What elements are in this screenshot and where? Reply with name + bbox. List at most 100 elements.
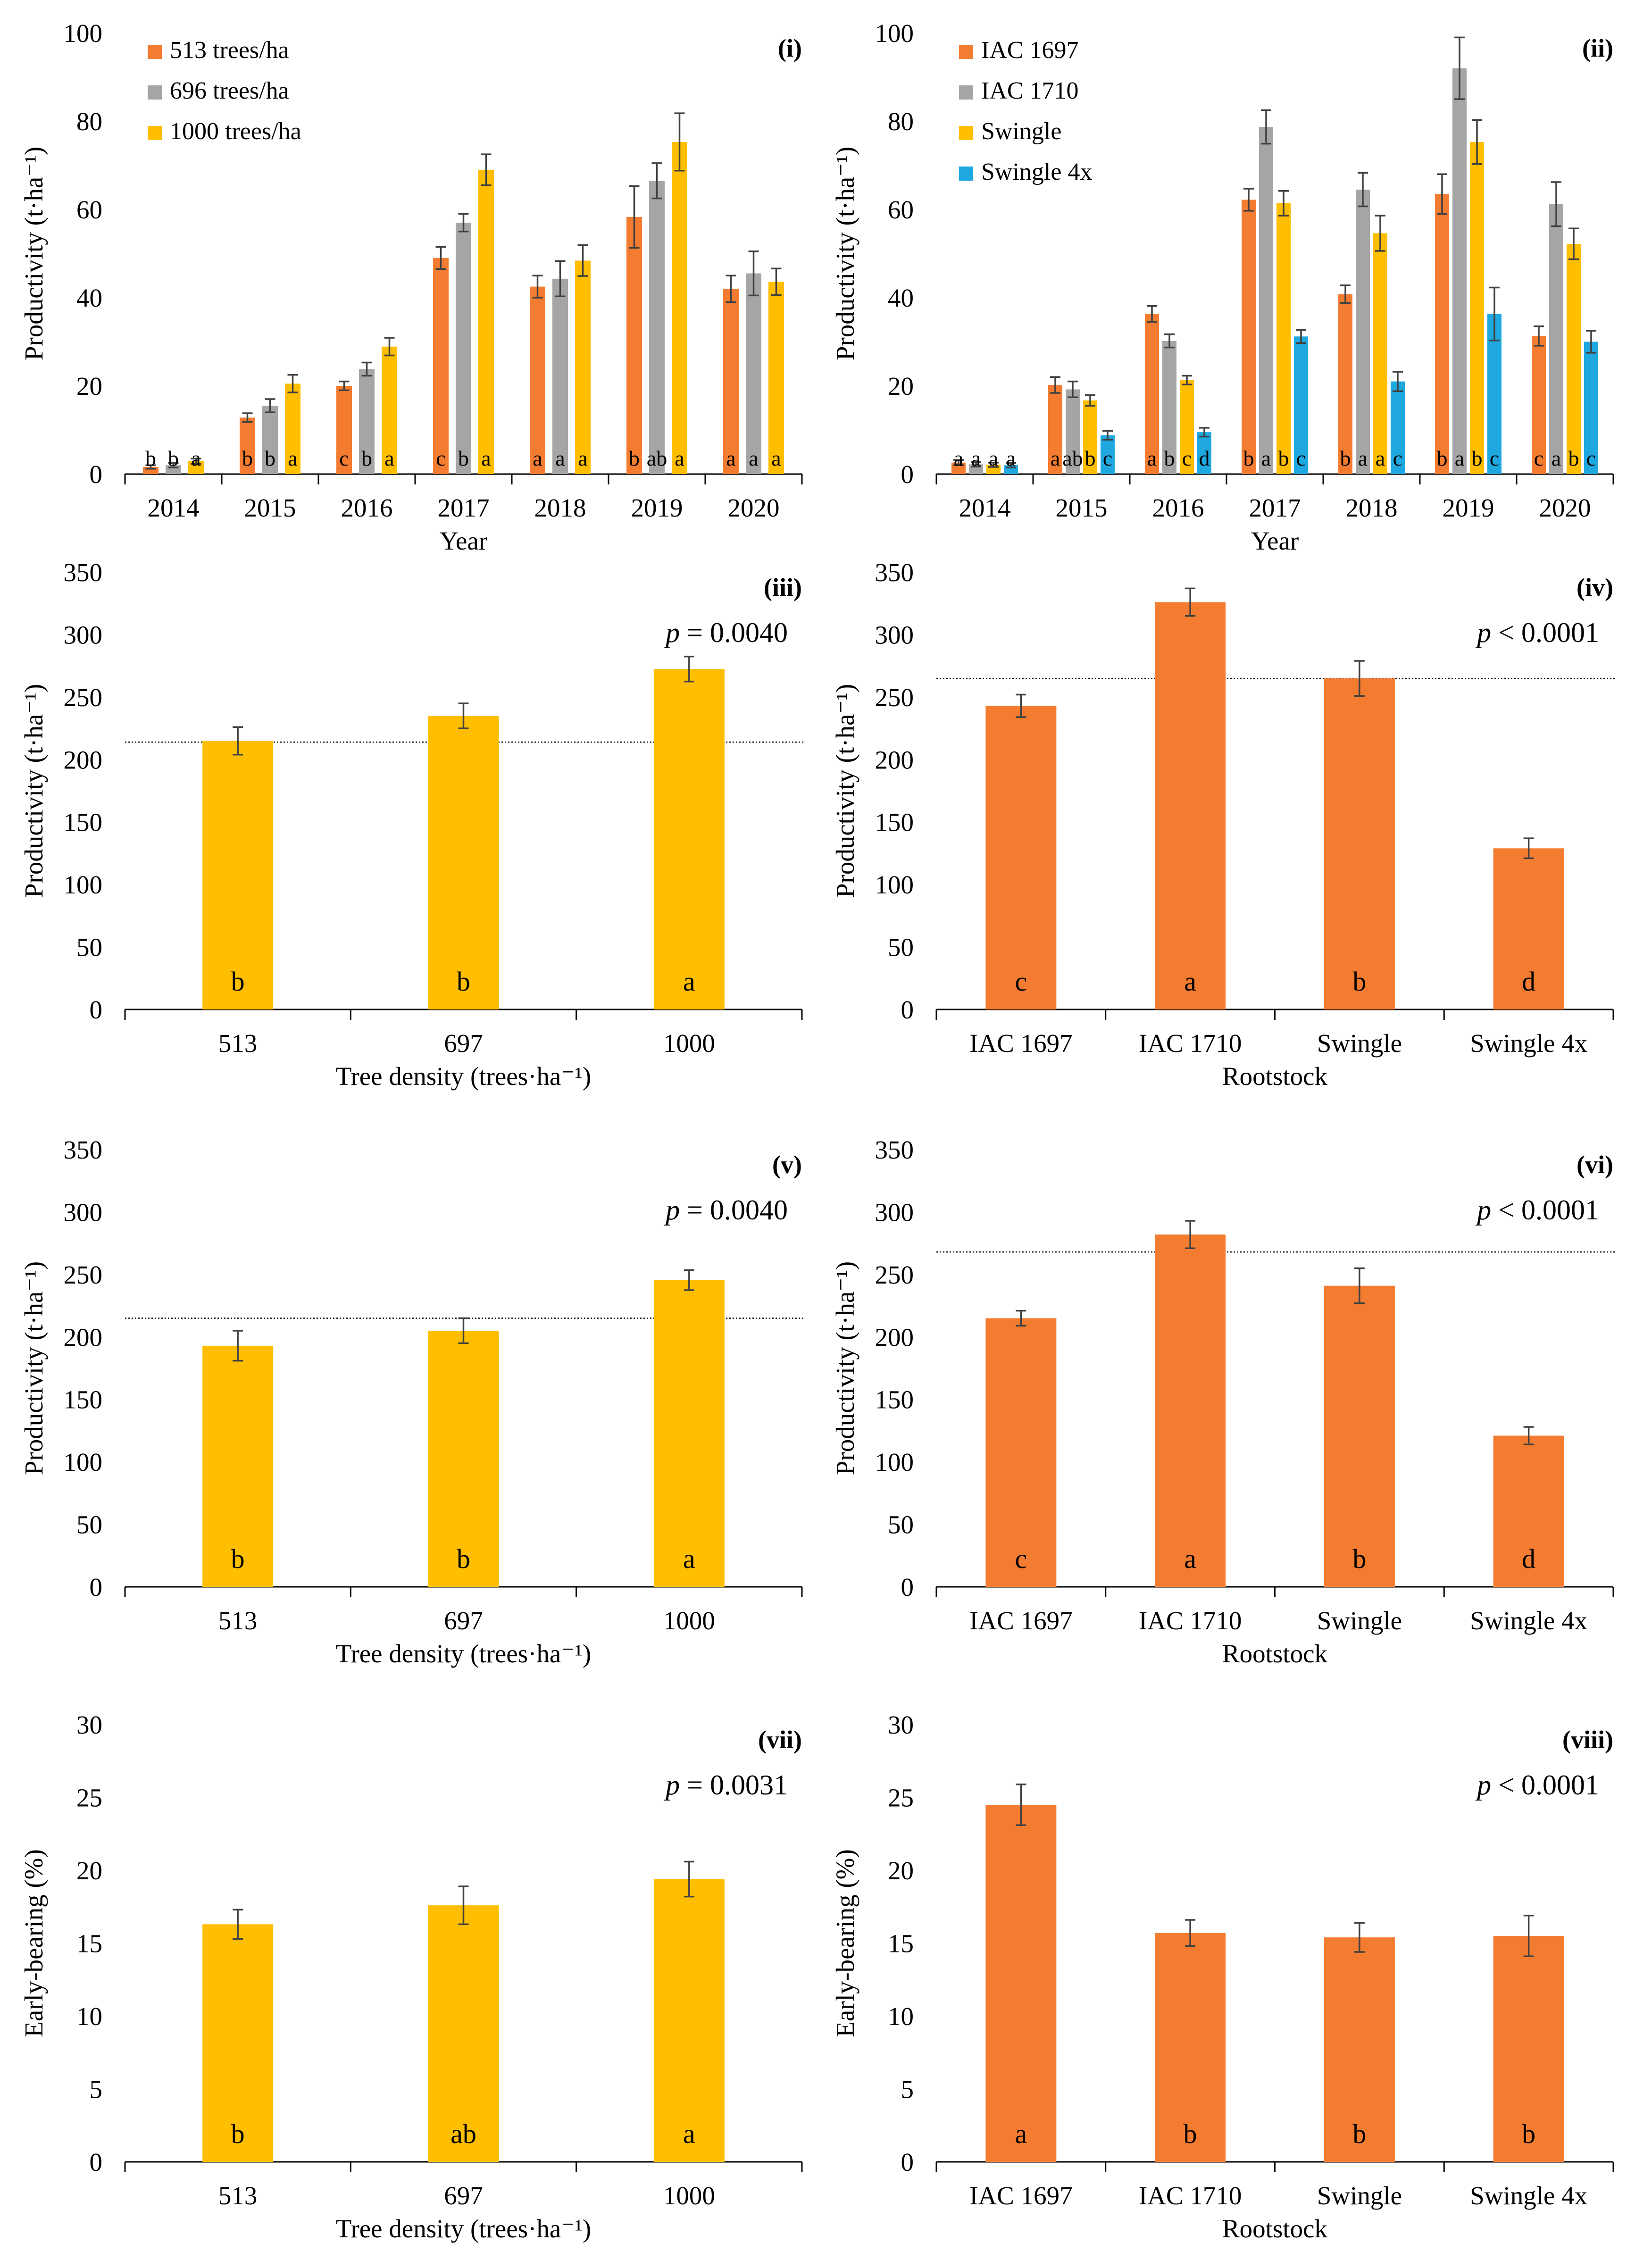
legend-swatch bbox=[959, 126, 973, 140]
y-tick-label: 0 bbox=[901, 1573, 914, 1601]
bar bbox=[478, 169, 494, 475]
bar bbox=[672, 142, 687, 474]
y-tick-label: 0 bbox=[90, 995, 103, 1024]
x-tick-label: Swingle bbox=[1317, 1606, 1402, 1635]
y-tick-label: 200 bbox=[64, 745, 103, 774]
x-axis-title: Year bbox=[1251, 526, 1299, 555]
y-tick-label: 0 bbox=[901, 995, 914, 1024]
y-tick-label: 300 bbox=[875, 620, 914, 649]
bar bbox=[1391, 381, 1405, 474]
legend-swatch bbox=[959, 45, 973, 59]
significance-letter: c bbox=[1015, 966, 1027, 997]
significance-letter: b bbox=[168, 446, 179, 470]
bar bbox=[723, 289, 739, 474]
bar bbox=[1493, 1936, 1564, 2162]
significance-letter: a bbox=[384, 446, 394, 470]
y-tick-label: 40 bbox=[76, 284, 102, 312]
x-tick-label: Swingle bbox=[1317, 2181, 1402, 2210]
bar bbox=[653, 669, 725, 1009]
p-symbol: p bbox=[1475, 1194, 1491, 1226]
y-axis-title: Productivity (t·ha⁻¹) bbox=[831, 147, 859, 360]
significance-letter: c bbox=[1393, 446, 1402, 470]
bar bbox=[1338, 294, 1352, 474]
bar bbox=[649, 181, 665, 475]
y-tick-label: 80 bbox=[888, 107, 914, 136]
bar bbox=[1083, 400, 1097, 474]
y-tick-label: 20 bbox=[888, 1856, 914, 1885]
significance-letter: b bbox=[1278, 446, 1289, 470]
significance-letter: a bbox=[971, 446, 981, 470]
y-tick-label: 50 bbox=[888, 1510, 914, 1539]
y-tick-label: 350 bbox=[64, 558, 103, 587]
x-axis-title: Tree density (trees·ha⁻¹) bbox=[336, 2214, 591, 2243]
x-tick-label: 697 bbox=[444, 1606, 483, 1635]
significance-letter: d bbox=[1199, 446, 1210, 470]
bar bbox=[1259, 127, 1273, 474]
significance-letter: b bbox=[457, 966, 470, 997]
significance-letter: c bbox=[1586, 446, 1596, 470]
bar bbox=[240, 417, 255, 474]
significance-letter: b bbox=[1352, 966, 1366, 997]
significance-letter: b bbox=[1085, 446, 1096, 470]
significance-letter: c bbox=[1103, 446, 1112, 470]
bar bbox=[530, 286, 545, 474]
significance-letter: ab bbox=[647, 446, 667, 470]
bar bbox=[552, 278, 568, 474]
significance-letter: d bbox=[1522, 1543, 1535, 1574]
bar bbox=[1452, 68, 1467, 475]
bar bbox=[202, 1345, 274, 1587]
y-tick-label: 0 bbox=[90, 2148, 103, 2176]
bar bbox=[575, 260, 591, 474]
y-tick-label: 15 bbox=[76, 1929, 102, 1958]
significance-letter: c bbox=[436, 446, 445, 470]
p-symbol: p bbox=[664, 1194, 680, 1226]
significance-letter: a bbox=[1552, 446, 1561, 470]
y-tick-label: 250 bbox=[875, 1260, 914, 1289]
x-tick-label: 2020 bbox=[1539, 493, 1591, 522]
x-tick-label: IAC 1710 bbox=[1139, 2181, 1242, 2210]
x-tick-label: Swingle 4x bbox=[1470, 2181, 1587, 2210]
y-tick-label: 0 bbox=[901, 2148, 914, 2176]
significance-letter: c bbox=[1534, 446, 1543, 470]
x-tick-label: IAC 1710 bbox=[1139, 1029, 1242, 1058]
x-tick-label: IAC 1697 bbox=[969, 2181, 1072, 2210]
y-tick-label: 100 bbox=[875, 1448, 914, 1476]
p-value-text: < 0.0001 bbox=[1491, 1194, 1599, 1226]
y-tick-label: 60 bbox=[76, 195, 102, 224]
significance-letter: b bbox=[1472, 446, 1483, 470]
y-tick-label: 15 bbox=[888, 1929, 914, 1958]
y-tick-label: 30 bbox=[888, 1710, 914, 1739]
bar bbox=[1162, 341, 1176, 474]
x-tick-label: 2017 bbox=[1249, 493, 1301, 522]
bar bbox=[1276, 203, 1291, 474]
y-tick-label: 10 bbox=[888, 2002, 914, 2031]
x-tick-label: 2015 bbox=[1056, 493, 1108, 522]
bar bbox=[1567, 243, 1581, 474]
bar bbox=[653, 1280, 725, 1587]
x-tick-label: 1000 bbox=[663, 1606, 715, 1635]
legend-label: 1000 trees/ha bbox=[170, 118, 301, 145]
bar bbox=[433, 258, 449, 474]
significance-letter: a bbox=[288, 446, 297, 470]
x-axis-title: Year bbox=[440, 526, 487, 555]
y-tick-label: 50 bbox=[76, 933, 102, 962]
legend-swatch bbox=[148, 85, 162, 100]
x-tick-label: 2014 bbox=[148, 493, 200, 522]
significance-letter: a bbox=[683, 966, 695, 997]
y-tick-label: 30 bbox=[76, 1710, 102, 1739]
y-tick-label: 100 bbox=[64, 1448, 103, 1476]
significance-letter: a bbox=[726, 446, 735, 470]
y-tick-label: 20 bbox=[76, 1856, 102, 1885]
bar bbox=[626, 217, 642, 474]
y-tick-label: 5 bbox=[901, 2075, 914, 2104]
significance-letter: ab bbox=[1062, 446, 1083, 470]
y-tick-label: 300 bbox=[875, 1198, 914, 1226]
legend-label: Swingle bbox=[981, 118, 1061, 145]
x-tick-label: 2016 bbox=[341, 493, 393, 522]
legend-label: IAC 1697 bbox=[981, 37, 1079, 64]
legend-swatch bbox=[148, 126, 162, 140]
significance-letter: a bbox=[1184, 1543, 1196, 1574]
y-tick-label: 0 bbox=[901, 460, 914, 489]
y-tick-label: 0 bbox=[90, 1573, 103, 1601]
x-tick-label: 2019 bbox=[631, 493, 683, 522]
